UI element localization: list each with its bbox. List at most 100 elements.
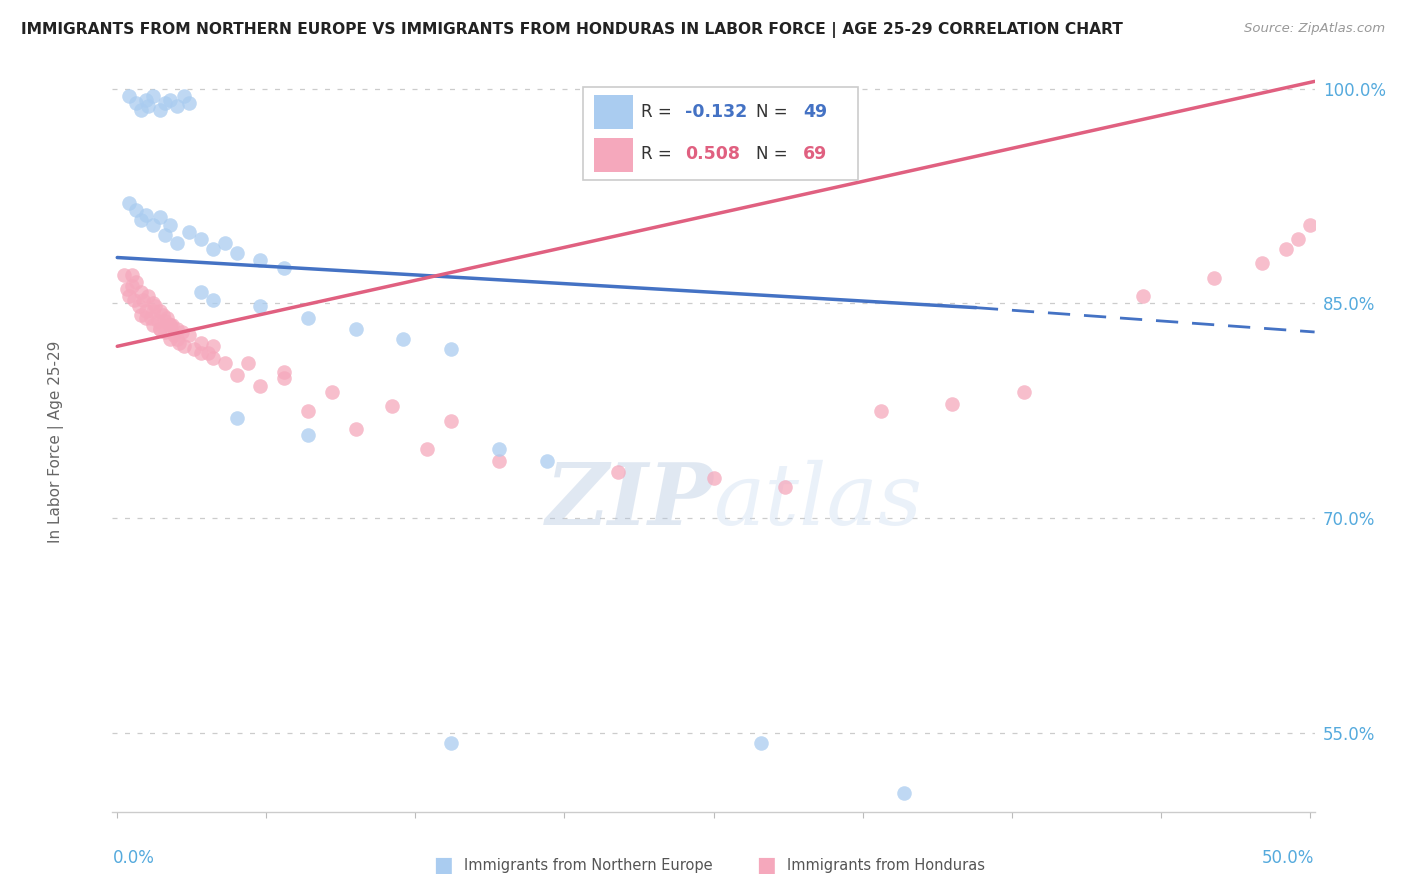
Point xyxy=(214,236,236,251)
Point xyxy=(135,303,157,318)
Point xyxy=(773,480,796,494)
Point xyxy=(297,310,319,325)
Point xyxy=(941,396,963,410)
Point xyxy=(183,342,205,356)
Point xyxy=(273,260,295,275)
Text: R =: R = xyxy=(641,145,678,163)
Point xyxy=(702,471,725,485)
Text: R =: R = xyxy=(641,103,678,120)
Text: 50.0%: 50.0% xyxy=(1263,849,1315,867)
Point xyxy=(1012,385,1035,400)
Point xyxy=(173,88,195,103)
Point xyxy=(190,232,212,246)
Point xyxy=(177,225,200,239)
Point xyxy=(159,318,181,332)
Point xyxy=(214,357,236,371)
Point xyxy=(142,318,165,332)
Point xyxy=(1251,256,1274,270)
Point xyxy=(225,411,247,425)
Point xyxy=(129,213,152,227)
Text: ■: ■ xyxy=(756,855,776,875)
Point xyxy=(153,325,176,339)
Point xyxy=(166,99,188,113)
Point xyxy=(142,218,165,232)
Point xyxy=(169,336,191,351)
Point xyxy=(153,227,176,242)
Point xyxy=(163,327,186,342)
Point xyxy=(166,322,188,336)
Point xyxy=(125,275,148,289)
Point xyxy=(749,736,772,750)
Point xyxy=(190,346,212,360)
Point xyxy=(118,289,141,303)
Point xyxy=(190,285,212,299)
Point xyxy=(136,289,159,303)
Point xyxy=(129,285,152,299)
Point xyxy=(142,303,165,318)
Point xyxy=(173,339,195,353)
Point xyxy=(149,211,172,225)
Point xyxy=(201,351,224,365)
Point xyxy=(122,293,145,308)
Text: 49: 49 xyxy=(803,103,827,120)
FancyBboxPatch shape xyxy=(583,87,858,180)
Point xyxy=(142,88,165,103)
Point xyxy=(893,786,915,800)
Point xyxy=(225,368,247,382)
Point xyxy=(488,454,510,468)
Point xyxy=(159,93,181,107)
Point xyxy=(159,318,181,332)
Point xyxy=(1275,242,1298,256)
Point xyxy=(344,422,367,436)
Point xyxy=(273,371,295,385)
Point xyxy=(249,299,271,313)
Point xyxy=(297,428,319,442)
Point xyxy=(146,313,169,327)
Point xyxy=(125,203,148,218)
Point xyxy=(153,313,176,327)
Point xyxy=(536,454,558,468)
Point xyxy=(135,310,157,325)
Text: Immigrants from Northern Europe: Immigrants from Northern Europe xyxy=(464,858,713,872)
Point xyxy=(118,196,141,211)
Point xyxy=(1286,232,1309,246)
Point xyxy=(121,268,143,282)
Point xyxy=(380,400,402,414)
Point xyxy=(297,403,319,417)
Text: 0.508: 0.508 xyxy=(685,145,740,163)
Text: atlas: atlas xyxy=(713,459,922,542)
Point xyxy=(190,336,212,351)
Point xyxy=(153,95,176,110)
Point xyxy=(170,325,193,339)
Point xyxy=(118,88,141,103)
Point xyxy=(166,332,188,346)
Point xyxy=(344,322,367,336)
Point xyxy=(197,346,219,360)
Point xyxy=(121,279,143,293)
Point xyxy=(115,282,138,296)
Point xyxy=(440,414,463,428)
Point xyxy=(149,322,172,336)
Point xyxy=(392,332,415,346)
Point xyxy=(139,310,162,325)
Point xyxy=(152,308,174,322)
Point xyxy=(149,322,172,336)
Point xyxy=(166,236,188,251)
Text: Immigrants from Honduras: Immigrants from Honduras xyxy=(787,858,986,872)
Point xyxy=(607,466,630,480)
Point xyxy=(1204,270,1226,285)
Y-axis label: In Labor Force | Age 25-29: In Labor Force | Age 25-29 xyxy=(48,341,63,542)
Point xyxy=(225,246,247,260)
Point xyxy=(128,299,150,313)
Point xyxy=(177,327,200,342)
Point xyxy=(159,218,181,232)
Point xyxy=(201,339,224,353)
Point xyxy=(1299,218,1322,232)
Point xyxy=(142,296,165,310)
Text: N =: N = xyxy=(756,145,793,163)
Point xyxy=(149,103,172,117)
Text: IMMIGRANTS FROM NORTHERN EUROPE VS IMMIGRANTS FROM HONDURAS IN LABOR FORCE | AGE: IMMIGRANTS FROM NORTHERN EUROPE VS IMMIG… xyxy=(21,22,1123,38)
Point xyxy=(135,208,157,222)
Point xyxy=(129,103,152,117)
Point xyxy=(238,357,260,371)
